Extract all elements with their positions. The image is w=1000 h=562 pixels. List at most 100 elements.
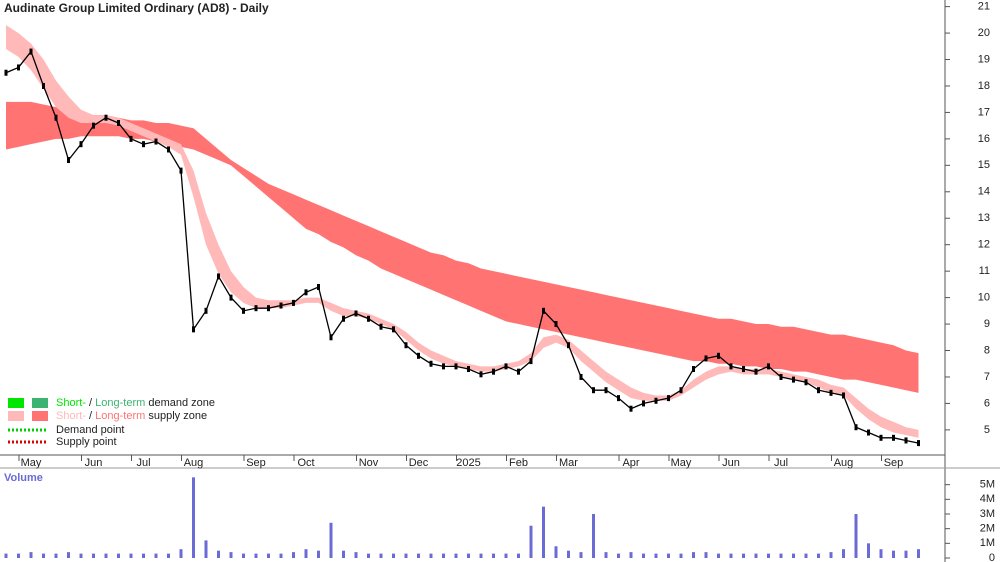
volume-panel: 0 1M 2M 3M 4M 5M [4, 477, 995, 562]
price-candle [517, 368, 520, 375]
volume-bar [179, 549, 183, 558]
legend-text: Long-term [95, 397, 145, 409]
volume-bar [242, 553, 245, 558]
volume-bar [354, 552, 358, 558]
price-candle [854, 424, 858, 431]
price-candle [329, 334, 333, 341]
volume-bar [867, 543, 870, 558]
price-candle [554, 321, 558, 328]
price-candle [167, 146, 170, 153]
price-candle [179, 167, 183, 174]
price-candle [679, 387, 683, 394]
y-tick-label: 17 [978, 106, 990, 118]
price-candle [467, 366, 470, 373]
price-candle [842, 392, 845, 399]
price-candle [242, 307, 245, 314]
legend-text: Short- [56, 410, 86, 422]
price-candle [42, 82, 45, 89]
volume-bar [317, 550, 320, 558]
volume-bar [767, 553, 770, 558]
price-candle [154, 138, 158, 145]
price-line [5, 50, 919, 444]
volume-bar [892, 550, 895, 558]
price-candle [479, 371, 483, 378]
price-candle [67, 157, 70, 164]
volume-bar [879, 549, 883, 558]
price-candle [129, 135, 133, 142]
volume-bar [817, 553, 820, 558]
legend-text: Short- [56, 397, 86, 409]
y-tick-label: 19 [978, 53, 990, 65]
price-candle [704, 355, 708, 362]
volume-title: Volume [4, 472, 43, 484]
price-candle [579, 373, 583, 380]
volume-bar [592, 514, 595, 558]
volume-bar [142, 553, 145, 558]
volume-bar [42, 553, 45, 558]
volume-bar [479, 553, 483, 558]
volume-bar [129, 553, 133, 558]
price-candle [654, 397, 658, 404]
legend-text: demand zone [148, 397, 215, 409]
y-tick-label: 13 [978, 212, 990, 224]
y-tick-label: 10 [978, 292, 990, 304]
zone-band [6, 101, 919, 393]
price-candle [617, 395, 620, 402]
price-candle [392, 326, 395, 333]
volume-bar [254, 553, 258, 558]
y-tick-label: 11 [979, 265, 990, 277]
y-tick-label: 20 [978, 27, 990, 39]
y-tick-label: 12 [978, 239, 990, 251]
volume-bar [442, 553, 445, 558]
x-tick-label: Mar [559, 457, 578, 469]
price-candle [79, 141, 83, 148]
price-candle [404, 342, 408, 349]
price-candle [229, 294, 233, 301]
volume-bar [779, 553, 783, 558]
price-candle [342, 315, 345, 322]
volume-bar [167, 553, 170, 558]
price-candle [817, 387, 820, 394]
volume-bar [29, 552, 33, 558]
y-tick-label: 15 [978, 159, 990, 171]
volume-bar [192, 477, 195, 558]
price-candle [192, 326, 195, 333]
price-candle [567, 342, 570, 349]
volume-bar [229, 552, 233, 558]
price-candle [17, 64, 20, 71]
volume-bar [67, 552, 70, 558]
price-candle [204, 307, 208, 314]
price-candle [904, 437, 908, 444]
price-candle [454, 363, 458, 370]
volume-bar [729, 553, 733, 558]
y-tick-label: 6 [984, 397, 990, 409]
legend-label: Short- / Long-term supply zone [56, 410, 207, 422]
volume-bar [292, 552, 295, 558]
price-candle [29, 48, 33, 55]
y-tick-label: 5 [984, 424, 990, 436]
x-tick-label: Jun [85, 457, 103, 469]
volume-bar [367, 553, 370, 558]
y-tick-label: 9 [984, 318, 990, 330]
volume-bar [667, 553, 670, 558]
x-tick-label: Jul [774, 457, 788, 469]
price-candle [917, 440, 920, 447]
price-candle [629, 405, 633, 412]
volume-bar [204, 540, 208, 558]
volume-bar [17, 553, 20, 558]
volume-bar [467, 553, 470, 558]
price-candle [592, 387, 595, 394]
y-tick-label: 5M [980, 479, 995, 491]
volume-bar [792, 553, 795, 558]
price-candle [792, 376, 795, 383]
price-candle [292, 299, 295, 306]
price-candle [417, 352, 420, 359]
y-tick-label: 2M [980, 523, 995, 535]
volume-bar [379, 553, 383, 558]
legend-text: Long-term [95, 410, 145, 422]
price-candle [379, 323, 383, 330]
legend-label: Short- / Long-term demand zone [56, 397, 215, 409]
x-tick-label: Feb [509, 457, 528, 469]
price-candle [354, 310, 358, 317]
